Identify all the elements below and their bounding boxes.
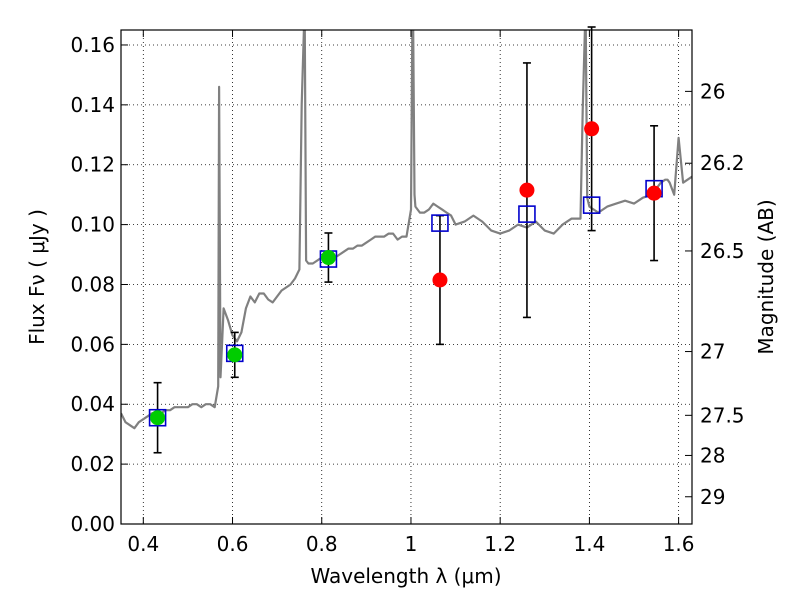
x-tick-label: 1.4 [573,532,605,556]
observed-flux-point [519,182,535,198]
x-tick-label: 0.6 [217,532,249,556]
y-tick-label: 0.02 [70,452,115,476]
x-tick-label: 1.2 [484,532,516,556]
y-tick-label: 0.12 [70,153,115,177]
y-tick-label: 0.08 [70,272,115,296]
right-tick-label: 26 [700,79,725,103]
x-tick-label: 0.4 [127,532,159,556]
sed-line-layer [121,30,692,430]
y-tick-label: 0.16 [70,33,115,57]
y-tick-label: 0.10 [70,213,115,237]
plot-background [121,30,692,524]
tick-layer [121,30,692,525]
y-tick-label: 0.00 [70,512,115,536]
x-axis-label: Wavelength λ (μm) [310,564,501,588]
plot-frame [120,29,693,525]
right-tick-label: 27.5 [700,403,745,427]
model-photometry-square [582,196,601,214]
right-tick-label: 29 [700,485,725,509]
observed-flux-point [584,121,600,137]
right-tick-label: 26.5 [700,239,745,263]
right-tick-label: 26.2 [700,151,745,175]
model-photometry-square [518,205,536,223]
observed-flux-point [150,410,166,426]
tick-label-layer: 0.4 0.6 0.8 1 1.2 1.4 1.6 0.00 0.02 0.04 0.06 0.08 0… [70,33,744,556]
marker-layer [148,121,663,427]
x-tick-label: 0.8 [306,532,338,556]
right-axis-label: Magnitude (AB) [754,199,778,354]
y-tick-label: 0.14 [70,93,115,117]
model-photometry-square [148,408,167,427]
observed-flux-point [646,185,662,201]
observed-flux-point [320,250,336,266]
observed-flux-point [432,272,448,288]
model-photometry-square [431,214,449,232]
y-axis-label: Flux Fν ( μJy ) [25,209,49,345]
y-tick-label: 0.06 [70,332,115,356]
right-tick-label: 27 [700,340,725,364]
x-tick-label: 1 [405,532,418,556]
sed-model-line [121,30,692,430]
observed-flux-point [227,347,243,363]
right-tick-label: 28 [700,443,725,467]
x-tick-label: 1.6 [663,532,695,556]
y-tick-label: 0.04 [70,392,115,416]
